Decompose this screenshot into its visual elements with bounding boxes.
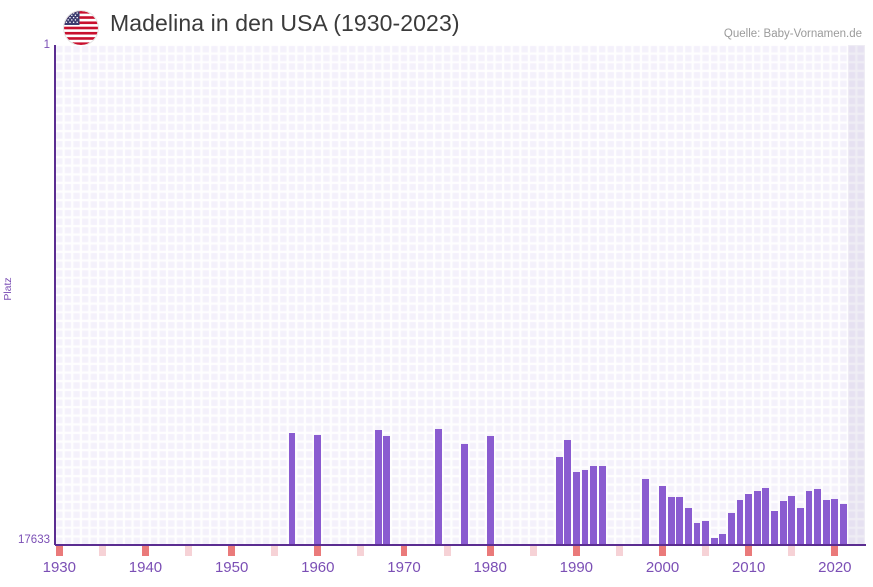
bar <box>676 497 684 545</box>
plot-area <box>55 45 865 545</box>
bar <box>555 456 563 545</box>
bar <box>435 428 442 545</box>
x-tick-label: 1930 <box>42 559 76 576</box>
half-decade-tick-marker <box>529 546 537 556</box>
x-axis-line <box>55 544 866 546</box>
half-decade-tick-marker <box>357 546 365 556</box>
x-tick-label: 1970 <box>387 559 421 576</box>
bar <box>771 511 778 545</box>
bar <box>590 465 597 545</box>
bar <box>684 507 692 545</box>
bar <box>581 470 589 545</box>
forecast-shaded-band <box>847 45 865 545</box>
bar <box>745 494 753 545</box>
bar <box>840 504 847 545</box>
bar <box>736 500 744 545</box>
page-title: Madelina in den USA (1930-2023) <box>110 10 460 36</box>
bar-series <box>55 45 865 545</box>
bar <box>288 432 296 545</box>
bar <box>702 520 710 545</box>
x-tick-label: 1990 <box>559 559 594 576</box>
half-decade-tick-marker <box>185 546 192 556</box>
chart-header: Madelina in den USA (1930-2023) Quelle: … <box>0 0 873 46</box>
bar <box>788 495 796 545</box>
us-flag-icon <box>64 11 98 45</box>
y-axis-top-label: 1 <box>43 39 50 51</box>
x-tick-label: 1960 <box>301 559 335 576</box>
half-decade-tick-marker <box>271 546 279 556</box>
bar <box>796 508 804 545</box>
half-decade-tick-marker <box>98 546 106 556</box>
decade-tick-marker <box>55 546 63 556</box>
bar <box>831 498 839 545</box>
bar <box>374 429 382 545</box>
decade-tick-marker <box>659 546 666 556</box>
decade-tick-marker <box>486 546 494 556</box>
bar <box>564 439 572 545</box>
y-axis-line <box>54 45 56 545</box>
x-tick-label: 1940 <box>128 559 163 576</box>
half-decade-tick-marker <box>702 546 710 556</box>
decade-tick-marker <box>745 546 753 556</box>
x-tick-label: 1980 <box>473 559 507 576</box>
x-tick-label: 1950 <box>214 559 249 576</box>
bar <box>486 436 494 545</box>
half-decade-tick-marker <box>443 546 451 556</box>
bar <box>383 436 391 545</box>
x-axis-tick-labels: 1930 1940 1950 1960 1970 1980 1990 2000 2010 2020 <box>0 559 873 583</box>
source-attribution: Quelle: Baby-Vornamen.de <box>723 28 862 40</box>
x-axis-tick-markers <box>55 546 865 556</box>
bar <box>753 490 761 545</box>
bar <box>598 466 606 545</box>
decade-tick-marker <box>572 546 580 556</box>
bar <box>814 488 822 545</box>
bar <box>659 485 666 545</box>
y-axis-bottom-label: 17633 <box>18 534 50 546</box>
y-axis-title: Platz <box>2 277 14 301</box>
bar <box>314 434 322 545</box>
bar <box>641 479 649 545</box>
bar <box>727 512 735 545</box>
grid-lines <box>55 45 865 545</box>
decade-tick-marker <box>228 546 236 556</box>
bar <box>719 534 727 545</box>
half-decade-tick-marker <box>788 546 796 556</box>
bar <box>460 443 468 545</box>
decade-tick-marker <box>400 546 408 556</box>
bar <box>805 491 813 545</box>
bar <box>710 538 718 545</box>
bar <box>822 499 830 545</box>
bar <box>762 487 770 545</box>
x-tick-label: 2020 <box>818 559 852 576</box>
bar <box>779 500 787 545</box>
x-tick-label: 2000 <box>645 559 680 576</box>
bar <box>693 522 701 545</box>
bar <box>667 496 675 545</box>
bar <box>572 472 580 545</box>
decade-tick-marker <box>142 546 149 556</box>
x-tick-label: 2010 <box>731 559 766 576</box>
decade-tick-marker <box>831 546 839 556</box>
half-decade-tick-marker <box>615 546 623 556</box>
decade-tick-marker <box>314 546 322 556</box>
